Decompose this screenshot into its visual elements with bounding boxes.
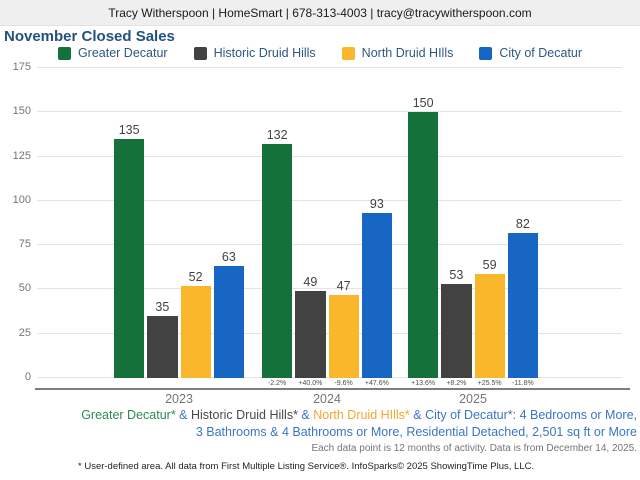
bar-group-2025: 150 +13.6% 53 +8.2% 59 +25.5% 82 -11.8% 2025 xyxy=(408,68,538,406)
legend-item-north-druid-hills[interactable]: North Druid HIlls xyxy=(341,46,454,60)
criteria-segment: City of Decatur* xyxy=(425,408,513,422)
bar-cell: 52 xyxy=(180,68,211,378)
y-tick-label: 125 xyxy=(12,149,31,162)
pct-change-label: -9.6% xyxy=(334,380,353,387)
y-tick-label: 175 xyxy=(12,61,31,73)
x-axis-label-2025: 2025 xyxy=(459,392,487,406)
criteria-segment: Greater Decatur* xyxy=(81,408,176,422)
bar-cell: 49 +40.0% xyxy=(295,68,326,387)
x-axis-line xyxy=(35,388,630,390)
bar-group-2024: 132 -2.2% 49 +40.0% 47 -9.6% 93 +47.6% 2024 xyxy=(262,68,392,406)
bar-city-of-decatur xyxy=(213,266,244,378)
bar-city-of-decatur xyxy=(361,213,392,378)
bar-cell: 53 +8.2% xyxy=(441,68,472,387)
bar-group-2023: 135 35 52 63 2023 xyxy=(114,68,244,406)
legend-item-greater-decatur[interactable]: Greater Decatur xyxy=(57,46,168,60)
bar-cell: 135 xyxy=(114,68,145,378)
legend-item-label: Historic Druid Hills xyxy=(213,46,316,60)
legend-item-city-of-decatur[interactable]: City of Decatur xyxy=(479,46,582,60)
bar-north-druid-hills xyxy=(474,273,505,378)
pct-change-label: +47.6% xyxy=(364,380,389,387)
y-tick-label: 75 xyxy=(18,238,31,251)
bar-north-druid-hills xyxy=(180,285,211,378)
x-axis-label-2024: 2024 xyxy=(313,392,341,406)
pct-change-label: -2.2% xyxy=(267,380,287,387)
y-tick-label: 150 xyxy=(12,105,31,118)
bar-value-label: 59 xyxy=(482,257,497,272)
legend-item-label: North Druid HIlls xyxy=(361,46,454,60)
legend-swatch-icon xyxy=(341,46,355,60)
activity-note: Each data point is 12 months of activity… xyxy=(311,443,637,454)
agent-contact-text: Tracy Witherspoon | HomeSmart | 678-313-… xyxy=(108,5,532,20)
bar-cell: 82 -11.8% xyxy=(507,68,538,387)
agent-contact-header: Tracy Witherspoon | HomeSmart | 678-313-… xyxy=(0,0,640,26)
bar-cell: 150 +13.6% xyxy=(408,68,439,387)
y-tick-label: 100 xyxy=(12,193,31,206)
criteria-segment: : 4 Bedrooms or More, 3 Bathrooms & 4 Ba… xyxy=(195,408,637,439)
gridline-175 xyxy=(37,67,622,68)
pct-change-label: +40.0% xyxy=(298,380,323,387)
legend-item-label: City of Decatur xyxy=(499,46,583,60)
copyright-disclaimer: * User-defined area. All data from First… xyxy=(78,461,535,472)
criteria-segment: & xyxy=(409,408,426,422)
bar-value-label: 82 xyxy=(515,216,530,231)
bar-value-label: 135 xyxy=(118,122,140,137)
gridline-50 xyxy=(37,288,622,290)
criteria-segment: Historic Druid Hills* xyxy=(190,408,298,422)
gridline-100 xyxy=(37,199,622,201)
criteria-segment: & xyxy=(297,408,314,422)
bar-cell: 47 -9.6% xyxy=(328,68,359,387)
legend-swatch-icon xyxy=(193,46,207,60)
x-axis-label-2023: 2023 xyxy=(165,392,193,406)
bar-cell: 93 +47.6% xyxy=(361,68,392,387)
bar-greater-decatur xyxy=(408,112,439,378)
criteria-segment: North Druid HIlls* xyxy=(313,408,410,422)
chart-title: November Closed Sales xyxy=(4,28,175,45)
bar-greater-decatur xyxy=(114,138,145,378)
gridline-125 xyxy=(37,155,622,157)
bar-north-druid-hills xyxy=(328,294,359,378)
pct-change-label: +8.2% xyxy=(446,380,467,387)
pct-change-label: +13.6% xyxy=(411,380,436,387)
bar-cell: 63 xyxy=(213,68,244,378)
bar-cell: 132 -2.2% xyxy=(262,68,293,387)
bar-historic-druid-hills xyxy=(295,291,326,378)
legend-item-label: Greater Decatur xyxy=(77,46,168,60)
legend-swatch-icon xyxy=(57,46,71,60)
y-tick-label: 50 xyxy=(18,282,31,295)
bar-value-label: 53 xyxy=(449,268,464,283)
gridline-150 xyxy=(37,111,622,113)
bar-value-label: 47 xyxy=(336,278,351,293)
legend-item-historic-druid-hills[interactable]: Historic Druid Hills xyxy=(193,46,316,60)
chart-legend: Greater Decatur Historic Druid Hills North… xyxy=(0,45,640,61)
bar-value-label: 52 xyxy=(188,269,203,284)
chart-plot-area: 0 25 50 75 100 125 150 175 135 35 52 63 2023 132 -2.2%… xyxy=(13,61,630,406)
bar-value-label: 150 xyxy=(412,96,434,111)
pct-change-label: +25.5% xyxy=(477,380,502,387)
gridline-75 xyxy=(37,244,622,246)
bar-cell: 59 +25.5% xyxy=(474,68,505,387)
bar-value-label: 93 xyxy=(369,197,384,212)
criteria-segment: & xyxy=(175,408,191,422)
y-tick-label: 25 xyxy=(18,326,31,339)
bar-city-of-decatur xyxy=(507,232,538,378)
bar-greater-decatur xyxy=(262,144,293,378)
bar-cell: 35 xyxy=(147,68,178,378)
bar-value-label: 63 xyxy=(221,250,236,265)
pct-change-label: -11.8% xyxy=(512,380,534,387)
search-criteria-text: Greater Decatur* & Historic Druid Hills*… xyxy=(81,407,637,441)
bar-historic-druid-hills xyxy=(147,316,178,378)
y-tick-label: 0 xyxy=(24,371,31,383)
legend-swatch-icon xyxy=(479,46,493,60)
bar-value-label: 35 xyxy=(155,300,170,314)
bar-value-label: 132 xyxy=(266,128,288,143)
bar-value-label: 49 xyxy=(303,275,318,290)
bar-historic-druid-hills xyxy=(441,284,472,378)
